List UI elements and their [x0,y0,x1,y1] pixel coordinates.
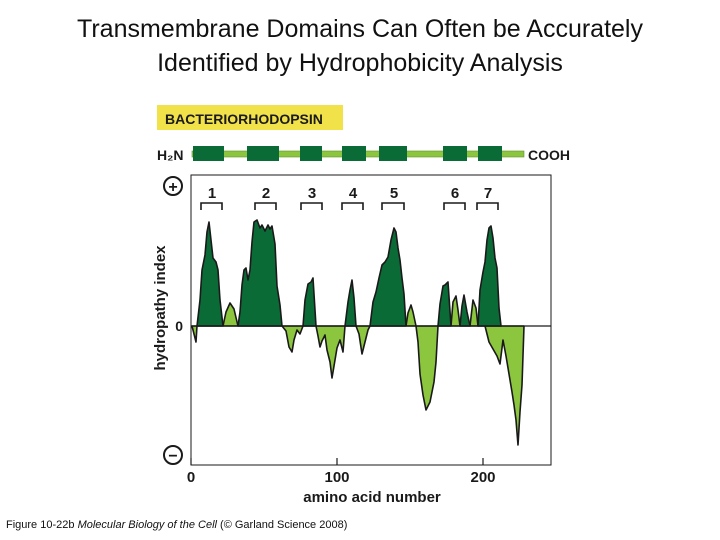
helix-label-3: 3 [308,185,316,202]
helix-label-7: 7 [484,185,492,202]
caption-figure-number: Figure 10-22b [6,519,75,531]
plus-symbol: + [168,179,177,196]
helix-label-6: 6 [451,185,459,202]
x-axis-label: amino acid number [303,489,441,506]
hydropathy-profile [191,219,551,446]
x-tick-label-200: 200 [470,469,495,486]
hydrophilic-regions [191,295,525,446]
helix-bracket-5 [381,202,405,210]
y-axis-label: hydropathy index [152,245,169,371]
x-tick-label-100: 100 [324,469,349,486]
helix-bar-6 [443,146,467,161]
helix-bar-4 [342,146,366,161]
helix-bracket-7 [476,202,499,210]
slide-title-line-1: Transmembrane Domains Can Often be Accur… [77,15,643,43]
minus-circle-icon [163,445,183,465]
helix-bar-5 [379,146,407,161]
slide-title: Transmembrane Domains Can Often be Accur… [0,12,720,80]
protein-label-box [157,105,343,130]
figure-caption: Figure 10-22b Molecular Biology of the C… [6,519,347,531]
plus-circle-icon [163,176,183,196]
x-tick-label-0: 0 [187,469,195,486]
helix-bar-2 [247,146,279,161]
helix-labels: 1 2 3 4 5 6 7 [208,185,492,202]
helix-bars [193,146,502,161]
helix-bar-1 [193,146,224,161]
minus-symbol: − [168,448,177,465]
helix-bracket-2 [254,202,277,210]
hydrophobic-regions [196,219,502,327]
helix-label-4: 4 [349,185,358,202]
helix-label-2: 2 [262,185,270,202]
slide-title-line-2: Identified by Hydrophobicity Analysis [157,49,563,77]
helix-label-5: 5 [390,185,398,202]
helix-bracket-3 [300,202,323,210]
n-terminus-label: H₂N [157,147,183,163]
helix-bar-7 [478,146,502,161]
helix-label-1: 1 [208,185,216,202]
helix-bracket-4 [341,202,364,210]
zero-label: 0 [175,318,183,334]
helix-bracket-6 [443,202,466,210]
caption-book-title: Molecular Biology of the Cell [77,519,217,531]
helix-brackets [200,202,499,210]
caption-copyright: (© Garland Science 2008) [220,519,348,531]
helix-bracket-1 [200,202,223,210]
c-terminus-label: COOH [528,147,570,163]
protein-label: BACTERIORHODOPSIN [165,111,323,127]
helix-bar-3 [300,146,322,161]
